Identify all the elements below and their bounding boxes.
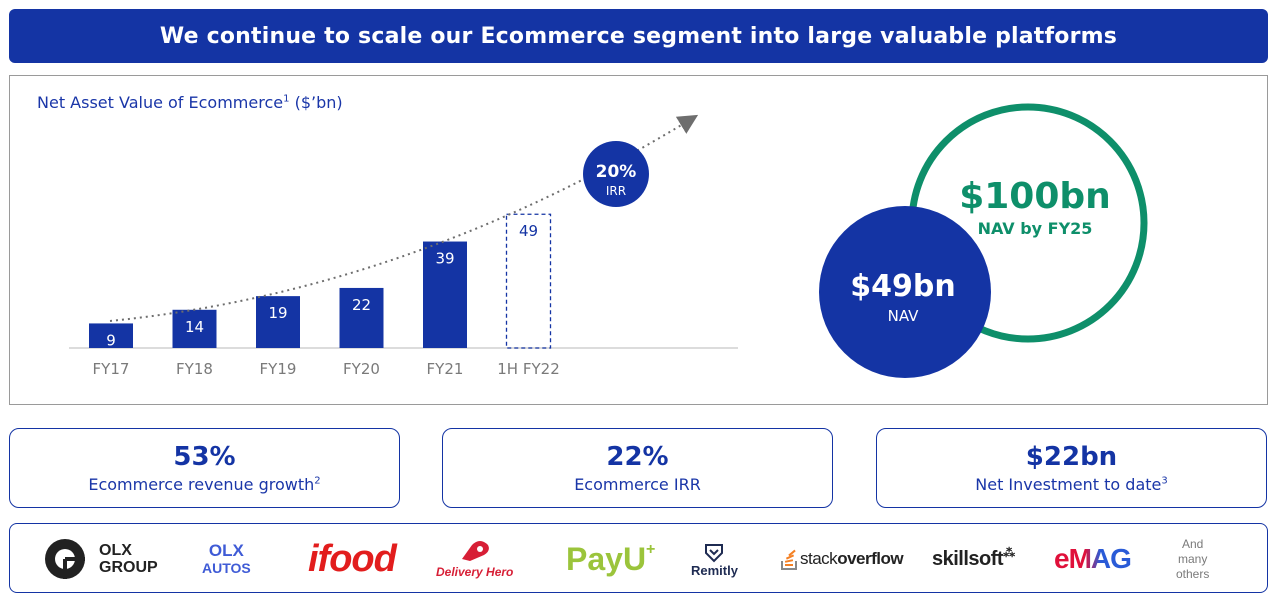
- others-line3: others: [1176, 566, 1210, 581]
- logo-skillsoft: skillsoft ⁂: [932, 524, 1015, 594]
- kpi-net-investment-text: Net Investment to date: [975, 475, 1162, 494]
- logo-emag: eMAG: [1054, 524, 1132, 594]
- chart-data-label: 19: [268, 304, 287, 322]
- kpi-net-investment-label: Net Investment to date3: [975, 475, 1167, 494]
- payu-wordmark: PayU: [566, 540, 647, 577]
- kpi-irr-value: 22%: [606, 442, 669, 472]
- chart-bar-fy18: [172, 309, 217, 348]
- chart-data-label: 9: [106, 331, 116, 349]
- headline-title: We continue to scale our Ecommerce segme…: [159, 23, 1118, 49]
- kpi-net-investment-value: $22bn: [1025, 442, 1118, 472]
- stackoverflow-icon: [781, 549, 797, 570]
- nav-bar-chart: 9 FY17 14 FY18 19 FY19 22 FY20 39 FY21 49 1H FY22 2…: [69, 103, 1148, 378]
- kpi-revenue-growth-footnote: 2: [314, 475, 321, 487]
- chart-data-label: 49: [519, 222, 538, 240]
- kpi-irr-label: Ecommerce IRR: [574, 475, 701, 494]
- others-line1: And: [1182, 536, 1204, 551]
- kpi-irr: 22% Ecommerce IRR: [442, 428, 833, 508]
- nav-target-value: $100bn: [959, 176, 1111, 217]
- nav-chart-panel: Net Asset Value of Ecommerce1 ($’bn) 9 FY…: [9, 75, 1268, 405]
- others-line2: many: [1178, 551, 1208, 566]
- chart-title-footnote: 1: [283, 93, 290, 105]
- chart-title-unit: ($’bn): [289, 93, 343, 112]
- kpi-net-investment-footnote: 3: [1161, 475, 1168, 487]
- olx-autos-text: AUTOS: [202, 560, 251, 576]
- olx-group-line1: OLX: [99, 542, 132, 559]
- chart-data-label: 14: [185, 318, 204, 336]
- kpi-revenue-growth-value: 53%: [173, 442, 236, 472]
- chart-x-tick-label: FY21: [427, 360, 464, 378]
- logo-and-many-others: And many others: [1176, 524, 1209, 594]
- ifood-wordmark: ifood: [308, 537, 397, 580]
- remitly-icon: [705, 543, 724, 562]
- chart-x-tick-label: FY18: [176, 360, 213, 378]
- chart-bar-fy17: [89, 323, 133, 348]
- skillsoft-wordmark: skillsoft: [932, 547, 1004, 570]
- chart-title: Net Asset Value of Ecommerce1 ($’bn): [37, 93, 343, 112]
- nav-current-circle: [819, 206, 991, 378]
- irr-badge-label: IRR: [606, 184, 626, 198]
- olx-group-wordmark: OLX GROUP: [99, 542, 158, 576]
- chart-bar-fy21: [423, 241, 467, 348]
- kpi-net-investment: $22bn Net Investment to date3: [876, 428, 1267, 508]
- olx-autos-mark: OLX: [208, 541, 244, 560]
- chart-data-label: 39: [435, 250, 454, 268]
- portfolio-logo-strip: OLX GROUP OLX AUTOS ifood Delivery Hero …: [9, 523, 1268, 593]
- remitly-text: Remitly: [691, 562, 738, 578]
- logo-ifood: ifood: [308, 524, 397, 594]
- stackoverflow-text-part2: overflow: [837, 549, 904, 568]
- logo-delivery-hero: Delivery Hero: [436, 524, 513, 594]
- nav-target-label: NAV by FY25: [978, 219, 1093, 238]
- kpi-revenue-growth-text: Ecommerce revenue growth: [88, 475, 315, 494]
- headline-banner: We continue to scale our Ecommerce segme…: [9, 9, 1268, 63]
- chart-bar-fy20: [339, 287, 384, 348]
- stackoverflow-text-part1: stack: [800, 549, 838, 568]
- chart-bar-fy19: [256, 296, 300, 348]
- irr-badge: [583, 141, 649, 207]
- delivery-hero-icon: [461, 541, 489, 561]
- delivery-hero-text: Delivery Hero: [436, 565, 514, 579]
- skillsoft-mark-icon: ⁂: [1003, 546, 1015, 560]
- chart-x-tick-label: FY17: [93, 360, 130, 378]
- growth-trend-arrow: [109, 114, 699, 322]
- nav-current-value: $49bn: [850, 269, 955, 304]
- kpi-revenue-growth-label: Ecommerce revenue growth2: [88, 475, 320, 494]
- chart-data-label: 22: [352, 296, 371, 314]
- chart-x-tick-label: FY19: [260, 360, 297, 378]
- olx-group-icon: [45, 539, 85, 579]
- nav-current-label: NAV: [888, 307, 920, 325]
- payu-plus-icon: +: [646, 541, 656, 558]
- chart-x-tick-label: FY20: [343, 360, 380, 378]
- chart-bar-1h-fy22: [505, 213, 552, 349]
- kpi-revenue-growth: 53% Ecommerce revenue growth2: [9, 428, 400, 508]
- emag-wordmark: eMAG: [1054, 543, 1132, 574]
- kpi-irr-text: Ecommerce IRR: [574, 475, 701, 494]
- chart-title-text: Net Asset Value of Ecommerce: [37, 93, 284, 112]
- logo-remitly: Remitly: [691, 524, 738, 594]
- logo-stackoverflow: stack overflow: [780, 524, 904, 594]
- logo-olx-autos: OLX AUTOS: [202, 524, 251, 594]
- olx-group-line2: GROUP: [99, 559, 158, 576]
- logo-olx-group: OLX GROUP: [43, 524, 158, 594]
- logo-payu: PayU +: [566, 524, 655, 594]
- irr-badge-value: 20%: [596, 162, 637, 182]
- chart-x-tick-label: 1H FY22: [497, 360, 559, 378]
